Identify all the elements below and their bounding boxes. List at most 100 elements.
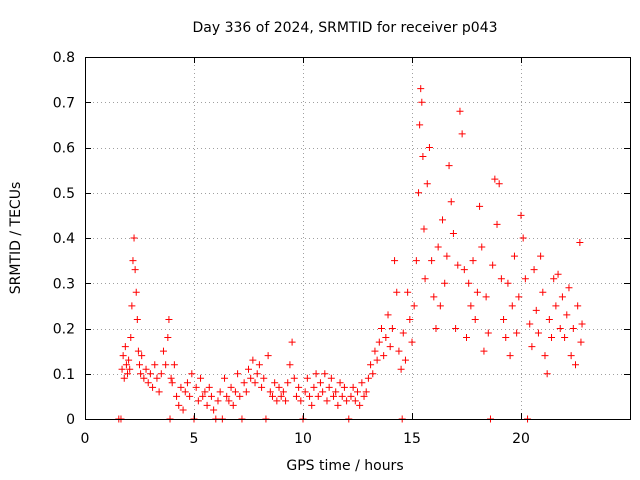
data-point: [416, 121, 424, 129]
data-point: [561, 334, 569, 342]
data-point: [120, 374, 128, 382]
data-point: [234, 370, 242, 378]
data-point: [253, 370, 261, 378]
data-point: [242, 388, 250, 396]
data-point: [142, 365, 150, 373]
data-point: [173, 392, 181, 400]
data-point: [530, 266, 538, 274]
data-point: [327, 374, 335, 382]
data-point: [534, 329, 542, 337]
data-point: [552, 302, 560, 310]
data-point: [347, 392, 355, 400]
data-point: [186, 392, 194, 400]
data-point: [460, 266, 468, 274]
data-point: [319, 388, 327, 396]
data-point: [576, 239, 584, 247]
data-point: [364, 374, 372, 382]
data-point: [382, 334, 390, 342]
x-tick-label: 10: [294, 431, 312, 447]
data-point: [439, 216, 447, 224]
data-point: [418, 98, 426, 106]
data-point: [554, 270, 562, 278]
data-point: [130, 234, 138, 242]
data-point: [286, 361, 294, 369]
data-point: [132, 288, 140, 296]
data-point: [229, 401, 237, 409]
chart-title: Day 336 of 2024, SRMTID for receiver p04…: [192, 20, 497, 36]
data-point: [395, 347, 403, 355]
data-point: [541, 352, 549, 360]
x-tick-label: 0: [81, 431, 90, 447]
data-point: [430, 293, 438, 301]
data-point: [165, 315, 173, 323]
data-point: [214, 397, 222, 405]
data-point: [375, 338, 383, 346]
data-point: [292, 392, 300, 400]
x-tick-label: 5: [190, 431, 199, 447]
data-point: [223, 392, 231, 400]
data-point: [247, 374, 255, 382]
data-point: [377, 325, 385, 332]
data-point: [473, 288, 481, 296]
data-point: [157, 370, 165, 378]
data-point: [338, 392, 346, 400]
y-tick-label: 0.5: [53, 186, 75, 202]
data-point: [170, 361, 178, 369]
data-point: [277, 392, 285, 400]
data-point: [436, 302, 444, 310]
data-point: [153, 374, 161, 382]
data-point: [465, 279, 473, 287]
y-tick-label: 0.4: [53, 231, 75, 247]
data-point: [493, 220, 501, 228]
data-point: [349, 383, 357, 391]
x-axis-label: GPS time / hours: [286, 458, 403, 474]
data-point: [340, 383, 348, 391]
data-point: [290, 374, 298, 382]
data-point: [567, 352, 575, 360]
data-point: [192, 383, 200, 391]
data-point: [539, 288, 547, 296]
data-point: [167, 374, 175, 382]
data-point: [362, 388, 370, 396]
data-point: [268, 392, 276, 400]
axis-ticks: 0 5 10 15 20 0 0.1 0.2 0.3 0.4 0.5 0.6 0.7 0.8: [53, 50, 630, 447]
data-point: [260, 374, 268, 382]
data-point: [183, 379, 191, 387]
data-point: [565, 284, 573, 292]
data-point: [279, 388, 287, 396]
data-point: [126, 365, 134, 373]
data-point: [310, 383, 318, 391]
data-point: [225, 397, 233, 405]
data-point: [528, 343, 536, 351]
data-point: [502, 334, 510, 342]
data-point: [316, 379, 324, 387]
data-point: [569, 325, 577, 332]
data-point: [118, 365, 126, 373]
data-point: [456, 107, 464, 115]
data-point: [181, 388, 189, 396]
data-point: [122, 361, 130, 369]
data-point: [563, 311, 571, 319]
data-point: [188, 370, 196, 378]
data-point: [500, 315, 508, 323]
data-point: [526, 320, 534, 328]
data-point: [136, 361, 143, 369]
data-point: [175, 401, 183, 409]
data-point: [236, 392, 244, 400]
data-point: [227, 383, 235, 391]
data-point: [480, 347, 488, 355]
data-point: [449, 229, 457, 237]
data-point: [194, 397, 202, 405]
data-point: [489, 261, 497, 269]
data-point: [369, 370, 377, 378]
data-point: [288, 338, 296, 346]
data-point: [454, 261, 462, 269]
data-point: [391, 257, 399, 265]
data-point: [282, 397, 290, 405]
data-point: [325, 383, 333, 391]
data-point: [434, 243, 442, 251]
data-point: [452, 325, 460, 332]
data-point: [421, 275, 429, 283]
data-point: [271, 379, 279, 387]
data-point: [386, 343, 394, 351]
